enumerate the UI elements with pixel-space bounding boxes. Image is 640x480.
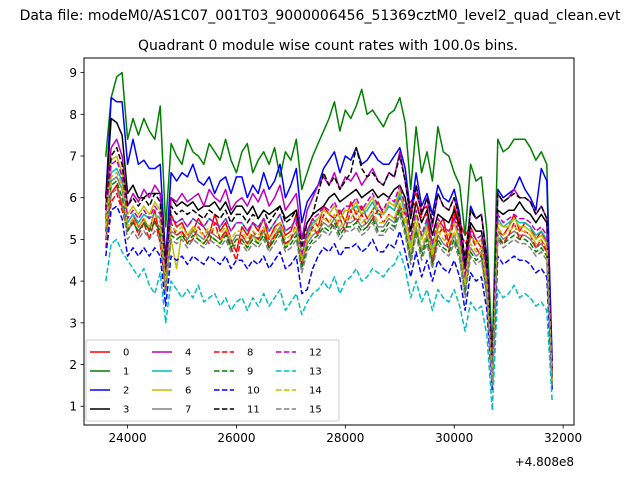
series-line-1 [104,71,553,378]
legend-label-14: 14 [309,386,322,397]
legend-label-15: 15 [309,405,322,416]
series-line-10 [105,205,553,391]
x-tick-label: 24000 [108,431,146,445]
y-tick-label: 3 [69,316,77,330]
series-line-3 [105,117,553,378]
series-line-15 [105,188,553,387]
legend-label-0: 0 [123,348,129,359]
x-tick-label: 30000 [435,431,473,445]
figure-suptitle: Data file: modeM0/AS1C07_001T03_90000064… [20,8,621,24]
legend-label-8: 8 [247,348,253,359]
legend-label-4: 4 [185,348,191,359]
y-tick-label: 4 [69,275,77,289]
legend-label-5: 5 [185,367,191,378]
series-line-14 [105,171,553,382]
plot-area-frame [83,57,575,426]
series-line-8 [105,192,553,378]
legend-box [85,339,340,422]
legend-label-1: 1 [123,367,129,378]
series-layer [104,71,553,412]
series-line-12 [105,159,553,378]
legend-label-3: 3 [123,405,129,416]
legend-label-12: 12 [309,348,322,359]
legend-label-6: 6 [185,386,191,397]
y-tick-label: 7 [69,150,77,164]
x-tick-label: 26000 [217,431,255,445]
y-tick-label: 8 [69,108,77,122]
x-axis: 24000 26000 28000 30000 32000 [108,425,582,445]
y-tick-label: 6 [69,191,77,205]
legend-label-2: 2 [123,386,129,397]
legend-label-7: 7 [185,405,191,416]
series-line-11 [105,146,553,373]
series-line-9 [105,180,553,386]
y-tick-label: 9 [69,66,77,80]
y-axis: 1 2 3 4 5 6 7 8 9 [69,66,84,414]
x-tick-label: 32000 [544,431,582,445]
legend-label-13: 13 [309,367,322,378]
series-line-6 [104,155,553,382]
y-tick-label: 1 [69,400,77,414]
y-tick-label: 2 [69,358,77,372]
y-tick-label: 5 [69,233,77,247]
chart-title: Quadrant 0 module wise count rates with … [138,38,518,54]
legend-label-11: 11 [247,405,260,416]
legend-label-9: 9 [247,367,253,378]
series-line-13 [105,238,553,412]
x-tick-label: 28000 [326,431,364,445]
x-axis-offset-label: +4.808e8 [515,455,574,469]
legend-label-10: 10 [247,386,260,397]
